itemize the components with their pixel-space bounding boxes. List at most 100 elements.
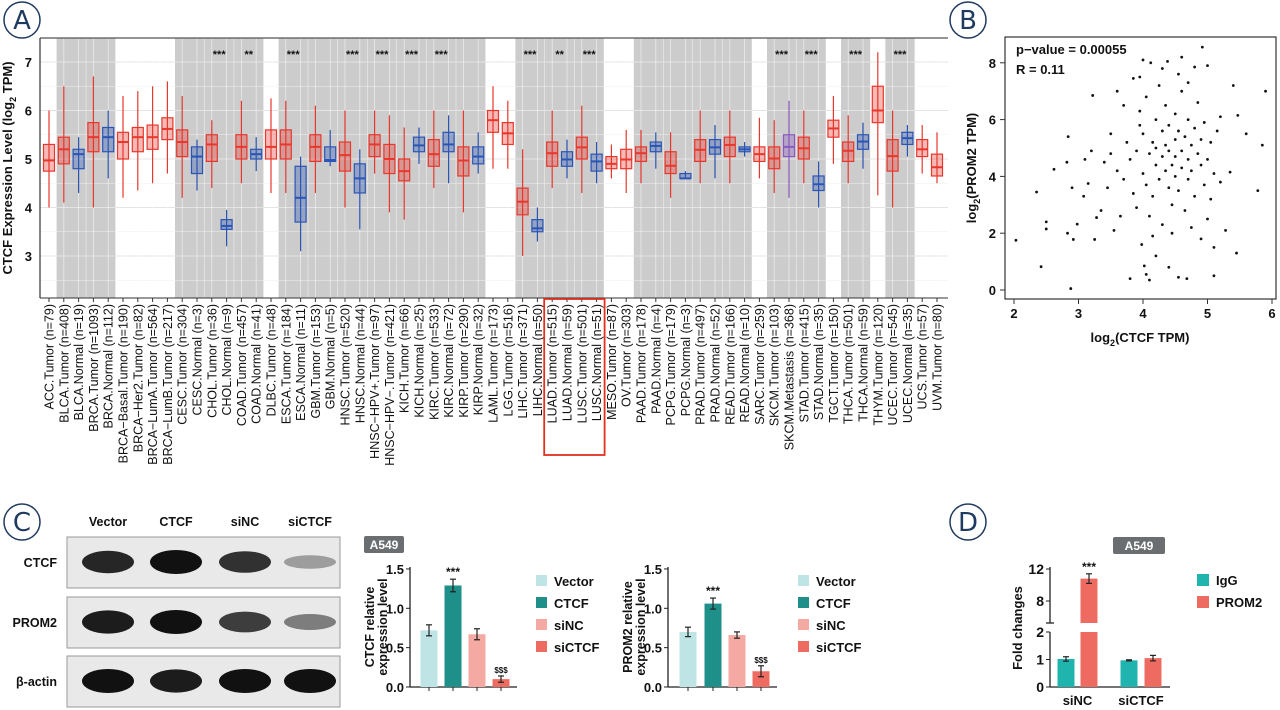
x-tick-label: KIRC.Tumor (n=533) xyxy=(427,304,441,420)
scatter-point xyxy=(1138,75,1142,79)
box-47 xyxy=(738,142,751,157)
scatter-point xyxy=(1090,149,1093,153)
scatter-points xyxy=(1014,45,1267,290)
x-tick-label: SARC.Tumor (n=259) xyxy=(753,304,767,425)
box xyxy=(398,158,411,182)
x-tick-label: LUSC.Tumor (n=501) xyxy=(575,304,589,423)
x-tick-label: BRCA−LumB.Tumor (n=217) xyxy=(161,304,175,465)
scatter-point xyxy=(1066,231,1069,235)
scatter-point xyxy=(1186,177,1190,181)
x-tick-label: LIHC.Tumor (n=371) xyxy=(516,304,530,419)
protein-band xyxy=(219,551,271,573)
box-22 xyxy=(368,110,381,174)
box-11 xyxy=(205,120,218,189)
scatter-point xyxy=(1039,265,1043,269)
shaded-band xyxy=(278,38,308,298)
box-33 xyxy=(531,207,544,242)
significance-label: *** xyxy=(213,49,227,61)
box xyxy=(605,155,618,170)
scatter-point xyxy=(1231,84,1235,87)
scatter-point xyxy=(1224,228,1227,232)
x-tick-label: TGCT.Tumor (n=150) xyxy=(827,304,841,423)
x-tick-label: GBM.Tumor (n=153) xyxy=(309,304,323,419)
x-tick-label: COAD.Normal (n=41) xyxy=(250,304,264,424)
significance-label: *** xyxy=(376,49,390,61)
box-55 xyxy=(856,122,870,169)
y-axis-title: CTCF Expression Level (log2 TPM) xyxy=(0,61,18,274)
legend-label: siCTCF xyxy=(554,640,600,655)
legend-swatch xyxy=(798,575,809,586)
box xyxy=(57,136,70,165)
x-tick-label: BRCA−Her2.Tumor (n=82) xyxy=(131,304,145,452)
x-tick-label: SKCM.Tumor (n=103) xyxy=(768,304,782,426)
y-tick-label: 0.0 xyxy=(644,680,662,695)
scatter-point xyxy=(1035,190,1038,194)
x-tick-label: THYM.Tumor (n=120) xyxy=(871,304,885,425)
scatter-point xyxy=(1154,163,1158,167)
y-tick-label: 6 xyxy=(989,113,996,128)
y-axis-title: log2(PROM2 TPM) xyxy=(964,113,982,223)
x-tick-label: CESC.Tumor (n=304) xyxy=(176,304,190,425)
x-tick-label: COAD.Tumor (n=457) xyxy=(235,304,249,426)
box-10 xyxy=(190,139,204,191)
scatter-point xyxy=(1196,101,1200,104)
legend-swatch xyxy=(536,641,547,652)
box xyxy=(324,146,337,163)
shaded-band xyxy=(515,38,545,298)
scatter-point xyxy=(1160,67,1164,70)
scatter-point xyxy=(1160,223,1164,227)
box xyxy=(309,134,322,163)
panel-label-a: A xyxy=(3,1,41,39)
lane-label: siCTCF xyxy=(288,515,332,529)
scatter-point xyxy=(1166,59,1169,63)
significance-label: *** xyxy=(287,49,301,61)
legend-swatch xyxy=(536,619,547,630)
panel-letter: C xyxy=(13,508,31,538)
significance-label: *** xyxy=(706,584,720,598)
x-tick-label: BRCA−Basal.Tumor (n=190) xyxy=(117,304,131,463)
shaded-band xyxy=(234,38,264,298)
panel-letter: B xyxy=(959,6,977,36)
box-9 xyxy=(176,95,189,198)
panel-a-boxplot: *** ** *** *** *** *** *** *** ** *** *** *** *** ***… xyxy=(0,37,948,466)
scatter-point xyxy=(1164,104,1167,107)
box-48 xyxy=(753,117,766,179)
scatter-point xyxy=(1170,163,1174,167)
x-tick-label: UVM.Tumor (n=80) xyxy=(931,304,945,411)
box-37 xyxy=(590,142,603,184)
scatter-point xyxy=(1199,237,1203,241)
box-5 xyxy=(116,95,130,198)
panel-label-d: D xyxy=(949,503,987,541)
scatter-point xyxy=(1219,115,1222,119)
x-tick-label: DLBC.Tumor (n=48) xyxy=(265,304,279,416)
box xyxy=(264,129,278,160)
box-13 xyxy=(235,100,248,184)
box-38 xyxy=(605,144,618,179)
x-tick-label: BLCA.Normal (n=19) xyxy=(72,304,86,420)
scatter-point xyxy=(1071,238,1075,241)
x-tick-label: PRAD.Normal (n=52) xyxy=(709,304,723,422)
box-44 xyxy=(694,110,707,184)
x-tick-label: THCA.Normal (n=59) xyxy=(857,304,871,422)
box xyxy=(220,219,233,230)
legend-label: siNC xyxy=(554,618,584,633)
significance-label: $$$ xyxy=(754,656,768,665)
x-tick-label: UCS.Tumor (n=57) xyxy=(916,304,930,409)
x-tick-label: LUAD.Normal (n=59) xyxy=(561,304,575,421)
shaded-band xyxy=(722,38,752,298)
y-tick-label: 1 xyxy=(1036,652,1044,668)
scatter-point xyxy=(1177,72,1180,76)
badge-a549-c: A549 xyxy=(364,536,404,553)
x-tick-label: 4 xyxy=(1139,306,1147,321)
box-53 xyxy=(827,95,840,164)
x-tick-label: ESCA.Normal (n=11) xyxy=(294,304,308,421)
box xyxy=(176,129,189,158)
x-tick-label: 5 xyxy=(1204,306,1211,321)
protein-band xyxy=(219,669,271,693)
y-tick-label: 4 xyxy=(25,201,33,216)
significance-label: *** xyxy=(346,49,360,61)
box xyxy=(190,146,204,175)
box-16 xyxy=(279,100,292,193)
